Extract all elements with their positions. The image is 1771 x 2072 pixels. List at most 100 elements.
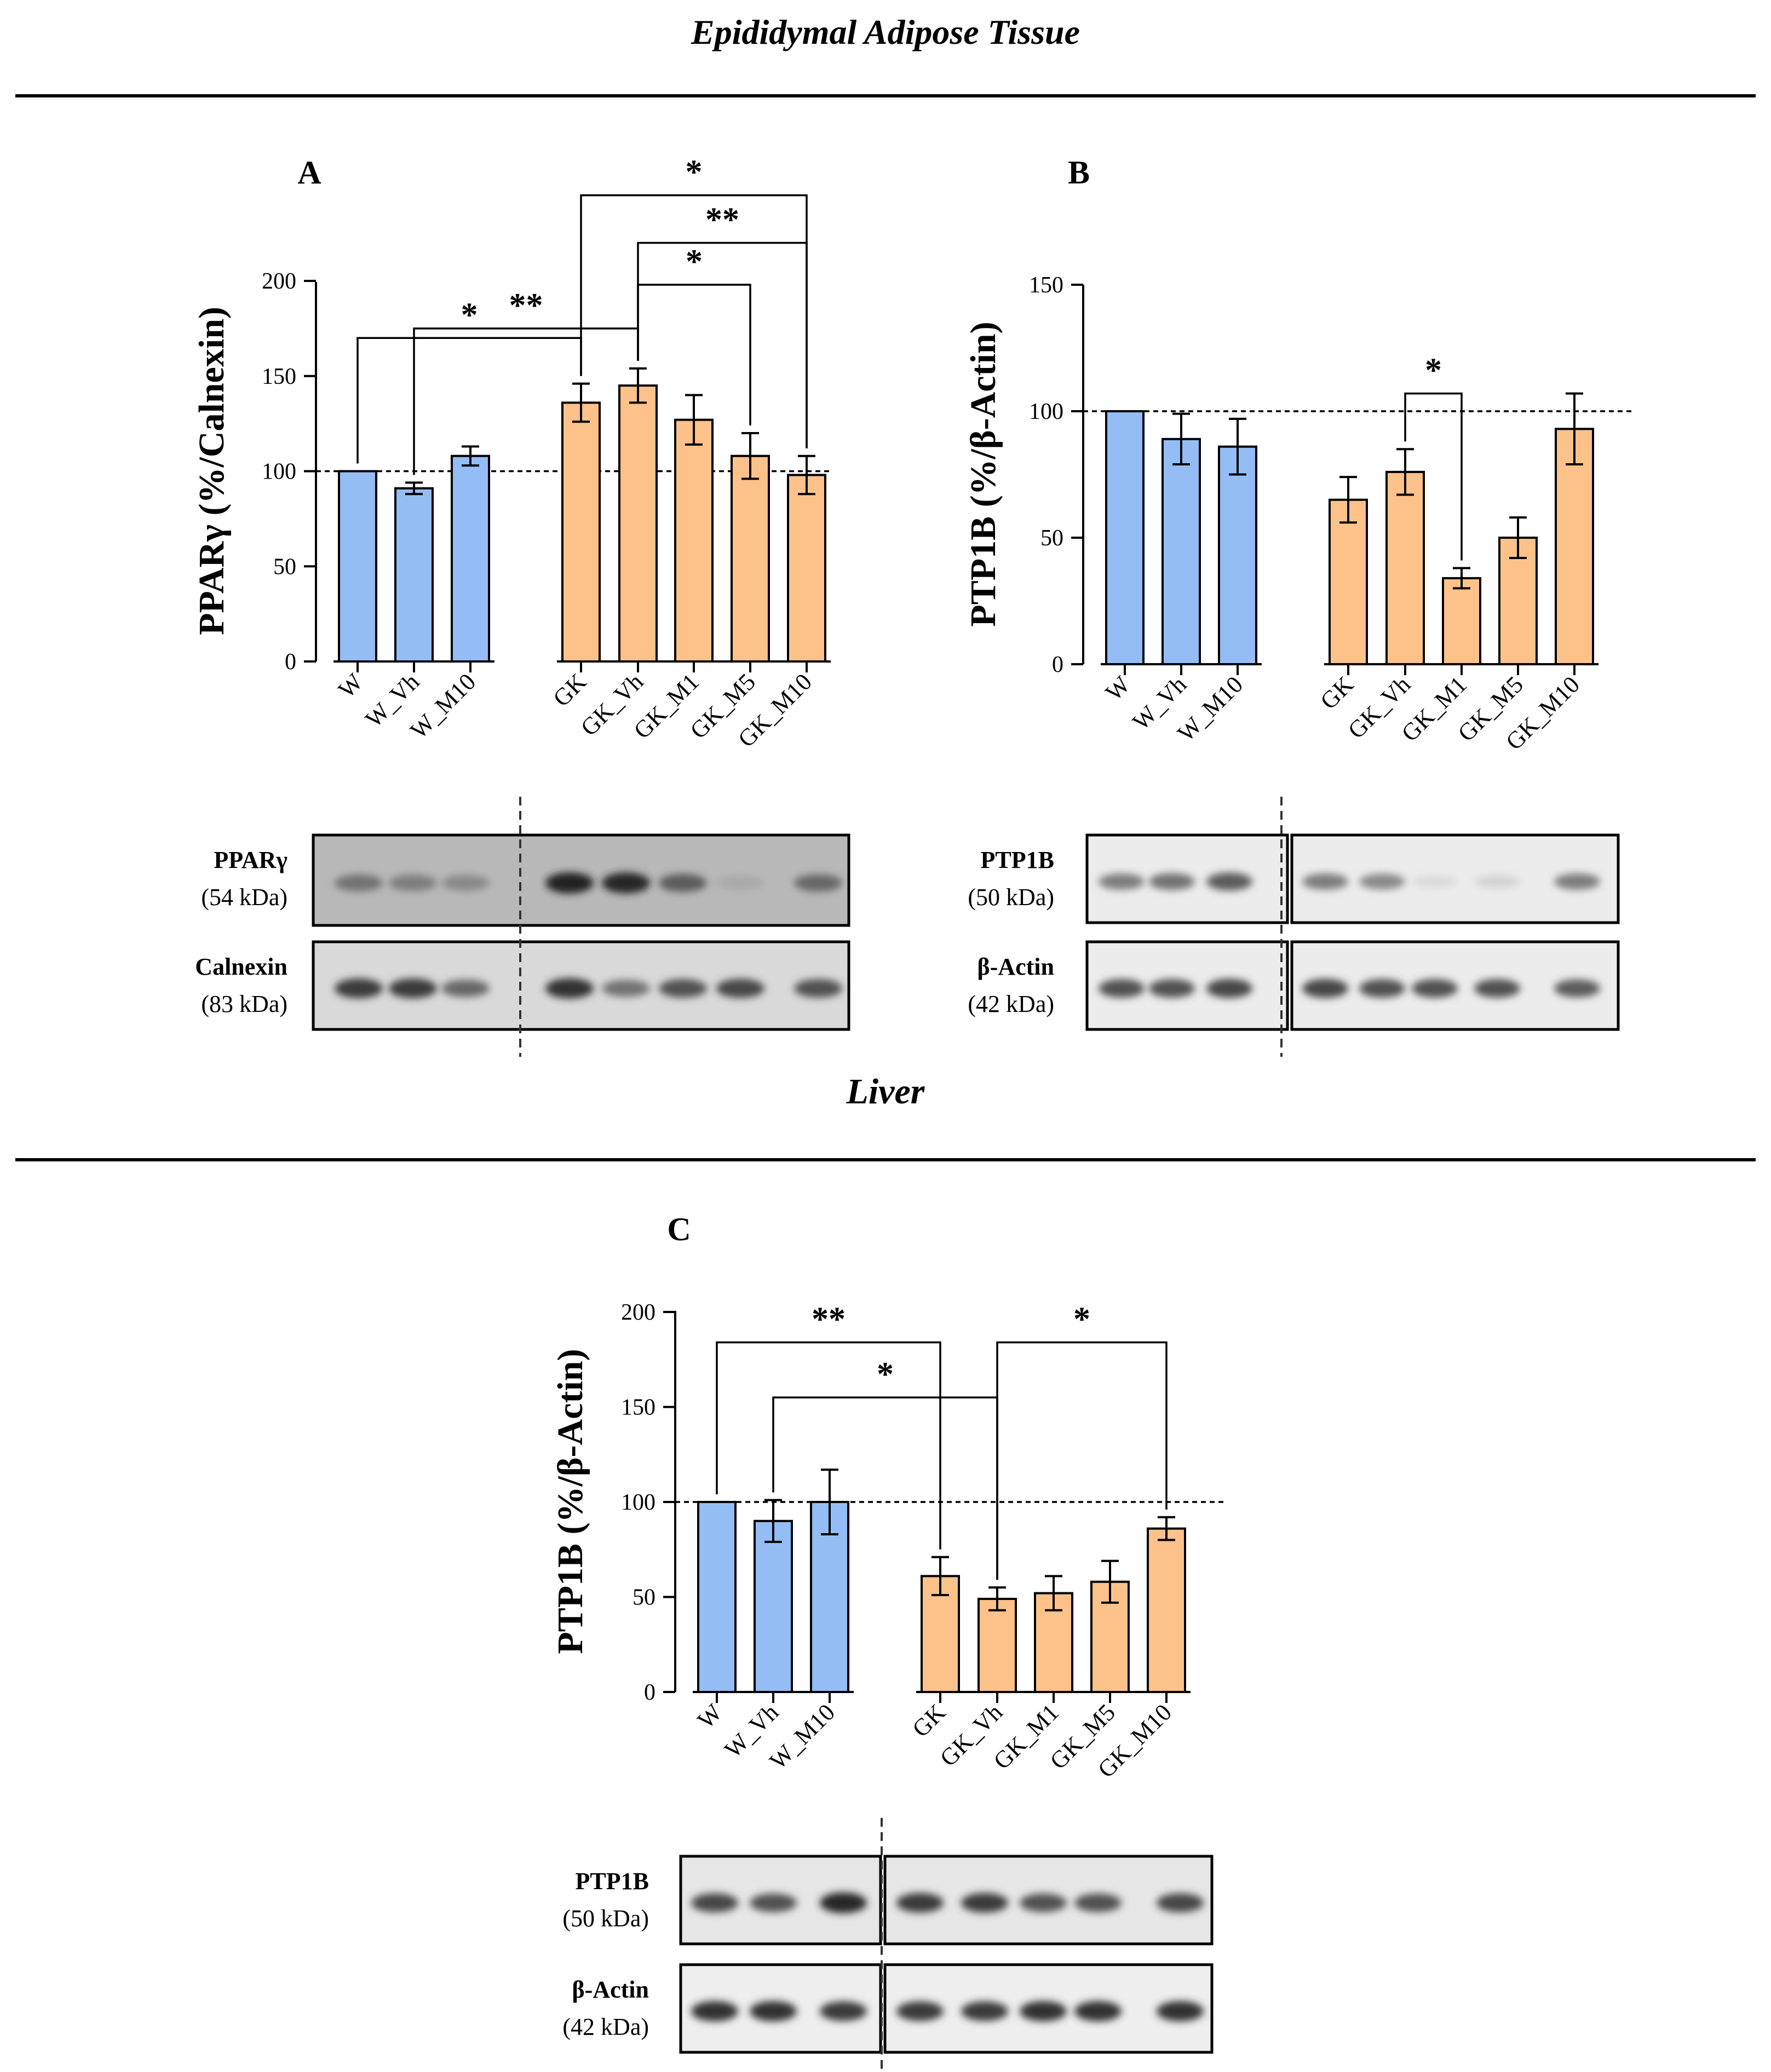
section-title-adipose: Epididymal Adipose Tissue (691, 13, 1080, 51)
x-tick-label-w: W (1100, 671, 1135, 706)
bar-gk (1329, 498, 1368, 665)
blot-band-lane-4 (545, 872, 594, 894)
blot-band-lane-6 (1412, 876, 1458, 888)
significance-bracket (357, 337, 582, 464)
blot-band-lane-3 (1206, 979, 1252, 998)
blot-band-lane-6 (659, 979, 707, 998)
blot-band-lane-7 (1474, 875, 1520, 888)
blot-band-lane-8 (794, 874, 842, 892)
blot-band-lane-2 (389, 979, 437, 998)
y-tick-label: 50 (633, 1585, 656, 1610)
blot-frame (1085, 833, 1289, 924)
blot-size-label: (42 kDa) (562, 2013, 649, 2040)
blot-band-lane-7 (1074, 2001, 1122, 2022)
bar-gk-m1 (1442, 577, 1481, 666)
y-tick-label: 100 (621, 1490, 656, 1515)
blot-band-lane-7 (1474, 979, 1520, 998)
bar-w-vh (1162, 438, 1201, 665)
blot-band-lane-4 (1302, 873, 1348, 890)
blot-band-lane-5 (961, 2001, 1008, 2021)
blot-band-lane-1 (1099, 979, 1145, 998)
blot-band-lane-8 (794, 979, 842, 998)
blot-band-lane-5 (961, 1893, 1008, 1913)
blot-band-lane-8 (1157, 1893, 1204, 1913)
y-tick-label: 100 (1029, 399, 1063, 424)
blot-band-lane-4 (896, 1893, 944, 1913)
blot-band-lane-8 (1554, 979, 1600, 998)
y-tick-label: 0 (285, 649, 296, 675)
bar-gk-vh (618, 384, 658, 663)
blot-frame (1085, 940, 1289, 1031)
bar-gk (561, 401, 601, 663)
significance-bracket (996, 1341, 1168, 1580)
blot-band-lane-3 (441, 875, 490, 891)
blot-band-lane-8 (1554, 873, 1600, 890)
significance-marker: * (461, 296, 478, 333)
blot-protein-label: β-Actin (572, 1976, 649, 2003)
blot-frame (679, 1855, 882, 1946)
blot-row-calnexin: Calnexin (83 kDa) (195, 940, 850, 1031)
bar-gk-m10 (787, 474, 826, 663)
x-tick-label-gk: GK (1315, 671, 1359, 715)
blot-band-lane-1 (335, 979, 383, 998)
blot-band-lane-5 (1359, 979, 1405, 998)
y-tick-label: 200 (262, 269, 296, 294)
bar-w-vh (754, 1520, 793, 1693)
bar-w-m10 (1218, 445, 1257, 665)
blot-frame (1290, 940, 1620, 1031)
significance-marker: * (686, 243, 703, 280)
blot-band-lane-5 (1359, 873, 1405, 890)
significance-bracket (413, 327, 639, 475)
blot-protein-label: PPARγ (214, 847, 288, 873)
blot-size-label: (42 kDa) (968, 991, 1054, 1017)
bar-w (1105, 410, 1145, 665)
significance-bracket (637, 284, 751, 425)
bar-w-m10 (451, 454, 490, 663)
blot-band-lane-7 (1074, 1893, 1122, 1912)
western-blot-panel-b: PTP1B (50 kDa) β-Actin (42 kDa) (968, 797, 1620, 1057)
y-tick-label: 0 (644, 1680, 656, 1705)
significance-bracket (1404, 392, 1463, 561)
blot-band-lane-4 (545, 978, 594, 999)
y-tick-label: 150 (1029, 273, 1063, 298)
blot-size-label: (50 kDa) (968, 884, 1054, 911)
y-tick-label: 50 (1040, 526, 1063, 551)
blot-size-label: (50 kDa) (562, 1905, 649, 1932)
significance-bracket (772, 1396, 998, 1580)
blot-band-lane-4 (896, 2001, 944, 2021)
bar-w (697, 1501, 737, 1693)
blot-band-lane-3 (820, 2001, 867, 2021)
blot-band-lane-2 (750, 1893, 797, 1912)
significance-bracket (637, 241, 808, 448)
blot-band-lane-1 (1099, 873, 1145, 890)
blot-row-ptp1b: PTP1B (50 kDa) (968, 833, 1620, 924)
blot-band-lane-6 (1020, 1893, 1067, 1912)
blot-row-actin: β-Actin (42 kDa) (562, 1963, 1214, 2054)
blot-row-ptp1b: PTP1B (50 kDa) (562, 1855, 1214, 1946)
panel-label-c: C (667, 1211, 691, 1247)
blot-band-lane-7 (716, 876, 764, 890)
bar-gk-m5 (731, 454, 770, 663)
y-tick-label: 150 (262, 364, 296, 389)
bar-gk-m10 (1147, 1527, 1186, 1694)
blot-frame (883, 1855, 1214, 1946)
bar-gk-vh (1385, 470, 1425, 665)
blot-band-lane-4 (1302, 979, 1348, 998)
blot-band-lane-3 (441, 980, 490, 997)
significance-marker: * (877, 1356, 894, 1393)
significance-marker: * (1073, 1301, 1090, 1338)
blot-protein-label: PTP1B (576, 1868, 649, 1895)
blot-band-lane-3 (1206, 872, 1252, 891)
blot-band-lane-1 (691, 1893, 738, 1913)
blot-band-lane-6 (659, 874, 707, 892)
blot-band-lane-6 (1020, 2001, 1067, 2022)
blot-protein-label: Calnexin (195, 953, 288, 980)
blot-row-actin: β-Actin (42 kDa) (968, 940, 1620, 1031)
y-tick-label: 150 (621, 1395, 656, 1420)
x-tick-label-gk: GK (548, 668, 591, 712)
western-blot-panel-a: PPARγ (54 kDa) Calnexin (83 kDa) (195, 797, 850, 1057)
significance-marker: ** (705, 202, 739, 239)
section-title-liver: Liver (846, 1072, 925, 1112)
